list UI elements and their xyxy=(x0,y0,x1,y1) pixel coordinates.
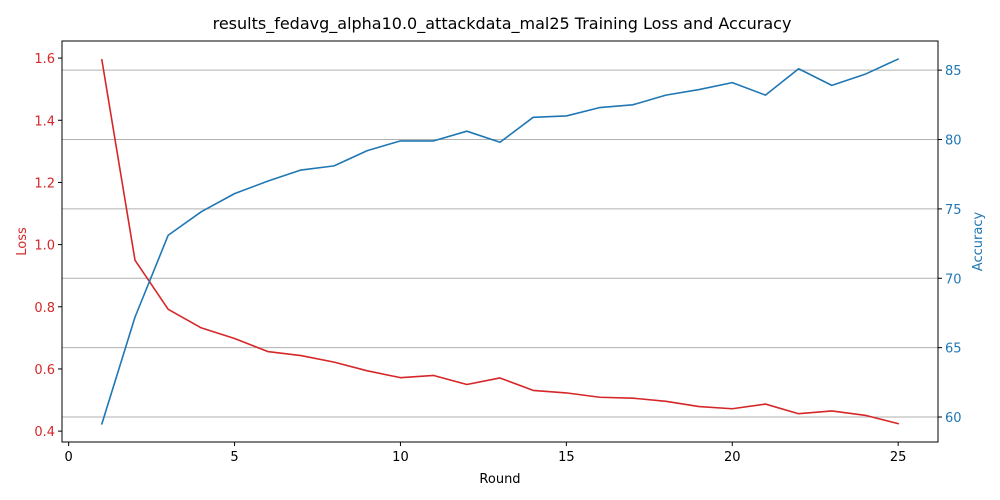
y-left-tick-label: 1.2 xyxy=(34,176,55,191)
y-left-tick-label: 0.8 xyxy=(34,301,55,316)
y-right-tick-label: 80 xyxy=(945,134,962,149)
y-left-tick-label: 1.0 xyxy=(34,239,55,254)
y-right-tick-label: 65 xyxy=(945,342,962,357)
plot-frame xyxy=(61,40,939,443)
y-right-tick-label: 70 xyxy=(945,272,962,287)
x-tick-label: 0 xyxy=(64,450,72,465)
y-axis-left: 0.4 0.6 0.8 1.0 1.2 1.4 1.6 xyxy=(34,52,62,440)
y-left-tick-label: 0.6 xyxy=(34,363,55,378)
y-left-tick-label: 1.6 xyxy=(34,52,55,67)
x-tick-label: 25 xyxy=(890,450,907,465)
x-axis: 0 5 10 15 20 25 xyxy=(64,442,906,465)
y-right-tick-label: 85 xyxy=(945,64,962,79)
y-axis-right-title: Accuracy xyxy=(971,212,986,272)
y-right-tick-label: 75 xyxy=(945,203,962,218)
y-left-tick-label: 1.4 xyxy=(34,114,55,129)
y-right-tick-label: 60 xyxy=(945,411,962,426)
x-tick-label: 20 xyxy=(724,450,741,465)
series-lines xyxy=(101,58,899,425)
x-tick-label: 5 xyxy=(230,450,238,465)
y-axis-right: 60 65 70 75 80 85 xyxy=(938,64,962,426)
x-tick-label: 10 xyxy=(392,450,409,465)
chart-title: results_fedavg_alpha10.0_attackdata_mal2… xyxy=(213,14,792,34)
x-axis-title: Round xyxy=(479,472,520,487)
x-tick-label: 15 xyxy=(558,450,575,465)
y-axis-left-title: Loss xyxy=(15,227,30,256)
series-line-loss xyxy=(101,58,899,425)
series-line-accuracy xyxy=(101,58,899,425)
y-left-tick-label: 0.4 xyxy=(34,425,55,440)
